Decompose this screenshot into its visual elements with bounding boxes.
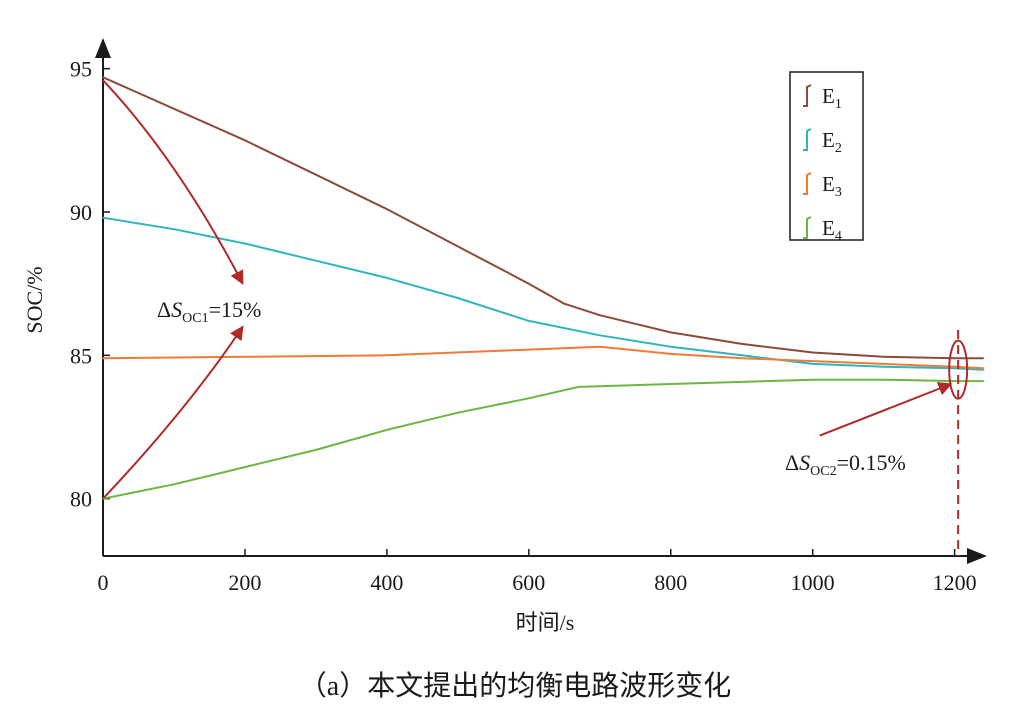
y-axis-label: SOC/% [22, 266, 47, 333]
legend-label-sub: 1 [835, 97, 842, 112]
annotation-arrow [102, 79, 244, 285]
y-ticks: 80 85 90 95 [70, 57, 110, 512]
y-tick-label: 90 [70, 200, 92, 225]
annotation-arrow [819, 382, 953, 437]
annotation-symbol: S [799, 450, 810, 475]
series-line-e3 [102, 345, 984, 370]
x-tick-label: 600 [512, 570, 545, 595]
annotation-subscript: OC2 [810, 464, 836, 479]
axes [95, 38, 987, 564]
legend-label-base: E [822, 84, 835, 108]
series-line-e4 [102, 378, 984, 500]
annotation-value: =15% [209, 297, 262, 322]
legend-label: E3 [822, 172, 842, 200]
annotation-doc1: ΔSOC1=15% [157, 297, 261, 326]
x-tick-label: 0 [98, 570, 109, 595]
x-tick-label: 1000 [791, 570, 835, 595]
legend-label: E4 [822, 216, 842, 244]
legend-label-base: E [822, 172, 835, 196]
annotation-value: =0.15% [837, 450, 906, 475]
legend-label: E1 [822, 84, 842, 112]
x-tick-label: 200 [228, 570, 261, 595]
legend-box [789, 71, 864, 241]
x-tick-label: 1200 [933, 570, 977, 595]
legend-label: E2 [822, 128, 842, 156]
legend-label-sub: 4 [835, 229, 842, 244]
annotation-arrow [102, 325, 244, 500]
legend-swatch [803, 128, 812, 151]
legend-label-base: E [822, 216, 835, 240]
legend-label-sub: 2 [835, 141, 842, 156]
series-layer [102, 76, 984, 500]
series-line-e1 [102, 76, 984, 360]
legend-label-base: E [822, 128, 835, 152]
x-tick-label: 800 [654, 570, 687, 595]
annotation-delta: Δ [157, 297, 171, 322]
annotation-delta: Δ [785, 450, 799, 475]
legend-swatch [803, 216, 812, 239]
legend-label-sub: 3 [835, 185, 842, 200]
series-line-e2 [102, 216, 984, 371]
annotation-symbol: S [171, 297, 182, 322]
annotation-doc2: ΔSOC2=0.15% [785, 450, 906, 479]
y-tick-label: 85 [70, 343, 92, 368]
annotation-layer: ΔSOC1=15%ΔSOC2=0.15% [102, 79, 969, 556]
y-tick-label: 95 [70, 57, 92, 82]
x-tick-label: 400 [370, 570, 403, 595]
figure-caption: （a）本文提出的均衡电路波形变化 [299, 670, 731, 702]
legend-swatch [803, 172, 812, 195]
legend-swatch [803, 84, 812, 107]
annotation-subscript: OC1 [182, 311, 208, 326]
y-tick-label: 80 [70, 487, 92, 512]
x-axis-label: 时间/s [516, 610, 575, 635]
x-ticks: 0 200 400 600 800 1000 1200 [98, 549, 977, 595]
